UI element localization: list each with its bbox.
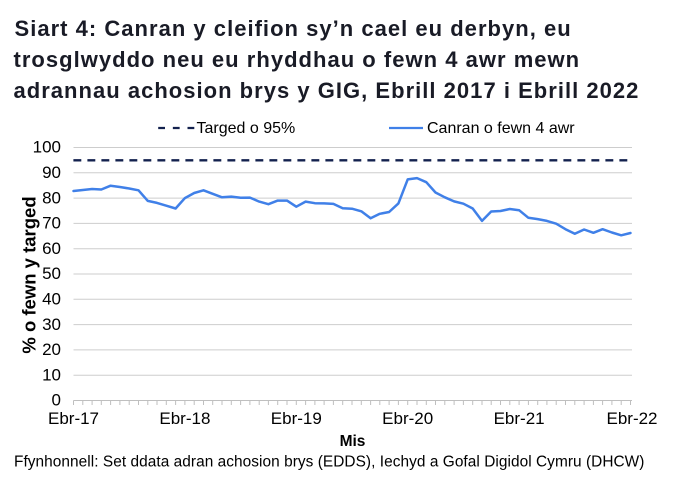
svg-text:0: 0 — [52, 391, 61, 410]
svg-text:Ebr-20: Ebr-20 — [382, 409, 433, 428]
svg-text:30: 30 — [42, 315, 61, 334]
svg-text:Ebr-19: Ebr-19 — [271, 409, 322, 428]
svg-text:70: 70 — [42, 214, 61, 233]
svg-text:Ebr-17: Ebr-17 — [48, 409, 99, 428]
svg-text:Ebr-22: Ebr-22 — [606, 409, 657, 428]
svg-text:90: 90 — [42, 163, 61, 182]
svg-text:80: 80 — [42, 188, 61, 207]
svg-text:Siart 4: Canran y cleifion sy’: Siart 4: Canran y cleifion sy’n cael eu … — [15, 16, 572, 41]
svg-text:50: 50 — [42, 264, 61, 283]
svg-text:60: 60 — [42, 239, 61, 258]
svg-text:trosglwyddo neu eu rhyddhau o: trosglwyddo neu eu rhyddhau o fewn 4 awr… — [14, 47, 581, 72]
svg-text:100: 100 — [33, 138, 61, 157]
svg-text:10: 10 — [42, 365, 61, 384]
svg-text:20: 20 — [42, 340, 61, 359]
svg-text:40: 40 — [42, 290, 61, 309]
svg-text:Targed o 95%: Targed o 95% — [197, 120, 296, 137]
svg-text:Ebr-18: Ebr-18 — [159, 409, 210, 428]
svg-text:Canran o fewn 4 awr: Canran o fewn 4 awr — [427, 120, 575, 137]
svg-text:Ffynhonnell: Set ddata adran a: Ffynhonnell: Set ddata adran achosion br… — [14, 454, 644, 471]
svg-text:Ebr-21: Ebr-21 — [494, 409, 545, 428]
svg-text:Mis: Mis — [340, 433, 366, 450]
svg-text:% o fewn y targed: % o fewn y targed — [19, 196, 40, 353]
svg-text:adrannau achosion brys y GIG,: adrannau achosion brys y GIG, Ebrill 201… — [14, 78, 640, 103]
